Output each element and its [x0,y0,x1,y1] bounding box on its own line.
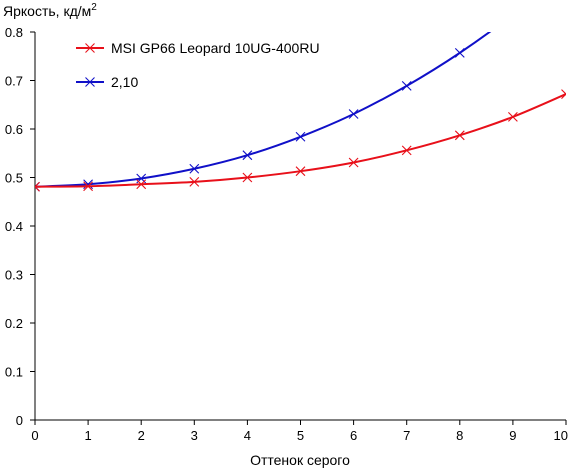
y-tick-label: 0.2 [5,316,23,331]
data-point [242,150,253,161]
data-point [348,157,359,168]
y-tick-label: 0.7 [5,74,23,89]
data-point [136,179,147,190]
data-point [189,176,200,187]
y-axis-title-superscript: 2 [91,2,97,13]
x-tick-label: 9 [509,428,516,443]
data-point [401,145,412,156]
legend-marker [85,43,95,53]
y-tick-label: 0.4 [5,219,23,234]
data-point [561,89,566,99]
x-axis-title: Оттенок серого [250,452,350,468]
x-tick-label: 1 [84,428,91,443]
series-line [35,93,566,188]
data-point [189,163,200,174]
y-axis-title: Яркость, кд/м2 [3,2,97,19]
y-tick-label: 0.6 [5,122,23,137]
legend-entry: 2,10 [76,74,138,90]
data-point [401,80,412,91]
data-point [508,111,518,122]
data-point [83,181,93,192]
series-1 [35,10,517,192]
y-axis-title-text: Яркость, кд/м [3,3,91,19]
series-line [35,32,492,188]
x-tick-label: 7 [403,428,410,443]
data-point [348,109,359,119]
data-point [242,172,253,183]
legend-marker [85,77,95,87]
legend-label: MSI GP66 Leopard 10UG-400RU [111,40,320,56]
data-point [295,166,306,177]
data-point [35,181,40,192]
series-layer [35,10,566,192]
y-tick-label: 0.3 [5,268,23,283]
data-point [508,10,517,19]
data-point [295,131,306,142]
data-point [454,130,465,141]
legend-entry: MSI GP66 Leopard 10UG-400RU [76,40,320,56]
x-tick-label: 0 [31,428,38,443]
series-0 [35,89,566,192]
y-tick-label: 0.5 [5,171,23,186]
data-point [454,47,465,58]
legend-label: 2,10 [111,74,138,90]
x-tick-label: 8 [456,428,463,443]
axes: 0 1 2 3 4 5 6 7 8 9 10 0 0.1 0.2 0.3 0.4 0.5 0.6 0.7 0.8 [5,25,568,443]
x-tick-label: 10 [554,428,568,443]
y-tick-label: 0.8 [5,25,23,40]
x-tick-label: 4 [244,428,251,443]
x-tick-label: 2 [138,428,145,443]
legend: MSI GP66 Leopard 10UG-400RU 2,10 [76,40,320,90]
x-tick-label: 6 [350,428,357,443]
y-tick-label: 0 [16,413,23,428]
x-tick-label: 3 [191,428,198,443]
y-tick-label: 0.1 [5,365,23,380]
x-tick-label: 5 [297,428,304,443]
